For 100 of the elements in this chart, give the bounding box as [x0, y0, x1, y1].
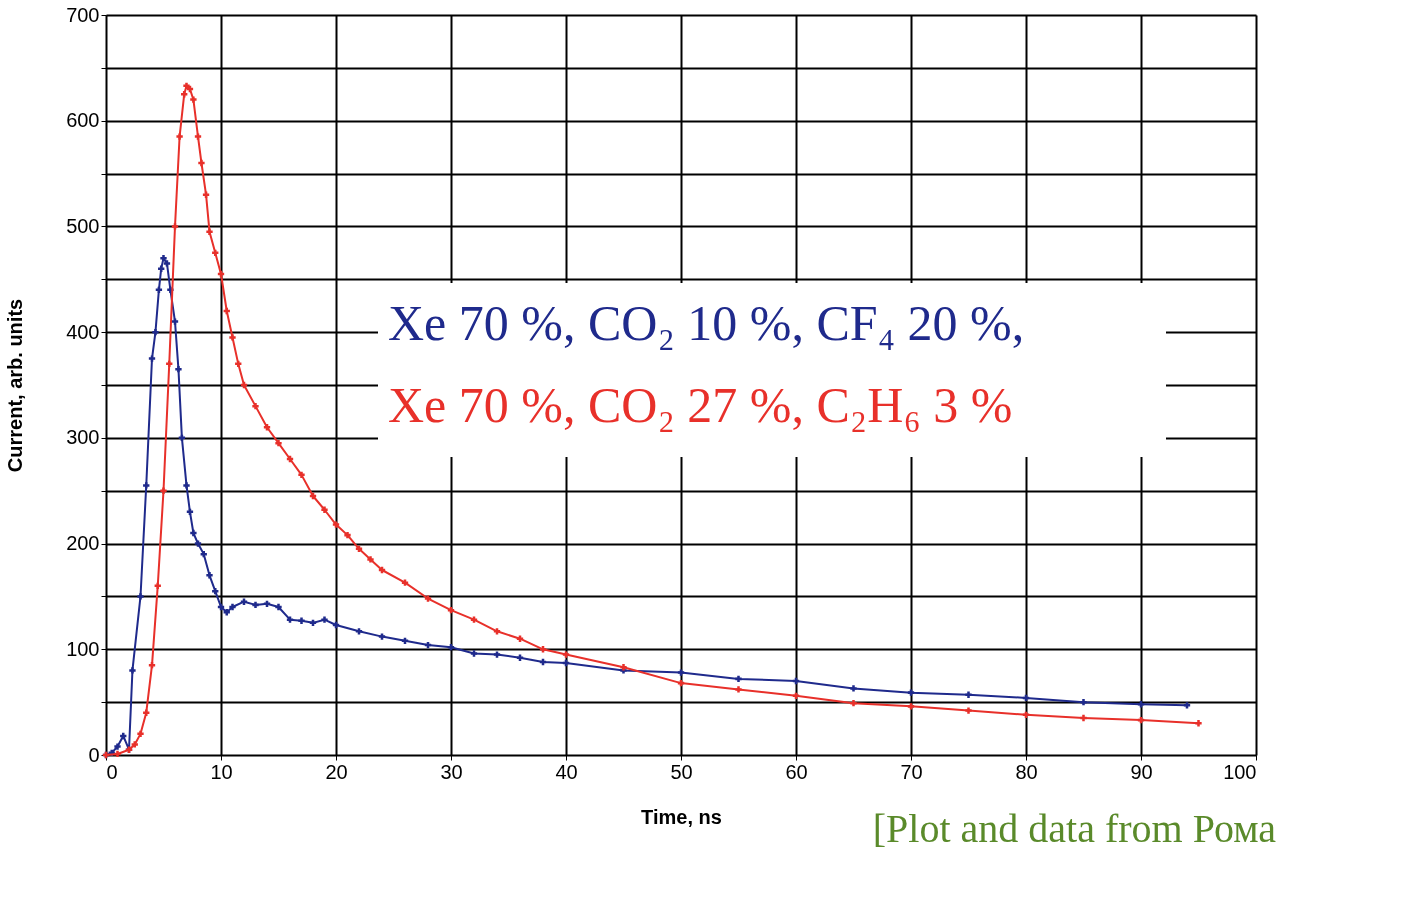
- point: [200, 550, 207, 558]
- point: [120, 732, 127, 740]
- point: [212, 249, 219, 257]
- point: [401, 579, 409, 586]
- point: [516, 635, 524, 642]
- point: [176, 133, 183, 140]
- y-tick-label: 200: [66, 532, 100, 555]
- point: [355, 628, 363, 635]
- point: [129, 667, 136, 674]
- point: [286, 616, 294, 623]
- x-tick-label: 30: [440, 760, 463, 783]
- point: [190, 529, 197, 537]
- point: [163, 260, 171, 267]
- point: [332, 521, 340, 528]
- x-tick-label: 60: [785, 760, 808, 783]
- y-tick-label: 600: [66, 109, 100, 132]
- point: [114, 743, 121, 750]
- point: [735, 686, 742, 693]
- point: [1080, 714, 1087, 722]
- point: [206, 228, 213, 235]
- point: [539, 646, 547, 653]
- y-axis-title: Current, arb. units: [4, 298, 27, 473]
- point: [202, 191, 210, 198]
- point: [275, 439, 282, 447]
- point: [1183, 702, 1191, 709]
- point: [344, 531, 351, 539]
- point: [321, 616, 328, 623]
- point: [229, 334, 236, 341]
- point: [516, 654, 524, 661]
- point: [229, 603, 236, 611]
- x-tick-label: 90: [1130, 760, 1153, 783]
- point: [143, 709, 150, 716]
- point: [263, 424, 271, 431]
- point: [158, 265, 165, 272]
- point: [378, 633, 386, 640]
- point: [965, 707, 972, 714]
- point: [1137, 701, 1145, 708]
- point: [1080, 698, 1087, 706]
- text: Xe 70 %, CO₂ 10 %, CF₄ 20 %,: [388, 295, 1025, 351]
- point: [252, 402, 259, 410]
- text: [Plot and data from Рома: [872, 806, 1277, 851]
- y-tick-label: 0: [88, 743, 100, 766]
- x-tick-label: 40: [555, 760, 578, 783]
- x-tick-label: 20: [325, 760, 348, 783]
- point: [735, 675, 742, 683]
- point: [321, 506, 328, 513]
- point: [166, 360, 173, 368]
- point: [131, 741, 138, 748]
- point: [965, 691, 972, 698]
- point: [183, 482, 190, 489]
- x-axis-title: Time, ns: [641, 805, 722, 828]
- point: [206, 572, 213, 579]
- series-label: Xe 70 %, CO₂ 27 %, C₂H₆ 3 %: [388, 377, 1013, 433]
- point: [137, 730, 144, 738]
- point: [160, 487, 167, 494]
- point: [171, 318, 179, 325]
- point: [223, 609, 230, 616]
- x-tick-label: 50: [670, 760, 693, 783]
- point: [171, 223, 179, 230]
- x-tick-label: 10: [210, 760, 233, 783]
- point: [470, 616, 478, 623]
- point: [223, 307, 230, 315]
- point: [240, 598, 248, 605]
- point: [424, 595, 432, 602]
- point: [493, 628, 501, 635]
- point: [298, 471, 305, 479]
- point: [850, 700, 857, 707]
- y-tick-label: 300: [66, 426, 100, 449]
- point: [148, 355, 156, 362]
- point: [275, 603, 282, 611]
- point: [367, 556, 374, 563]
- y-tick-label: 500: [66, 214, 100, 237]
- x-tick-label: 70: [900, 760, 923, 783]
- y-tick-label: 700: [66, 3, 100, 26]
- point: [198, 159, 205, 167]
- point: [194, 540, 202, 547]
- x-tick-label: 100: [1223, 760, 1257, 783]
- point: [114, 750, 121, 758]
- point: [212, 587, 219, 595]
- point: [235, 360, 242, 368]
- point: [175, 365, 182, 373]
- x-tick-label: 80: [1015, 760, 1038, 783]
- point: [298, 617, 305, 624]
- point: [470, 650, 478, 657]
- point: [677, 669, 685, 676]
- x-tick-label: 0: [106, 760, 118, 783]
- point: [154, 582, 161, 590]
- point: [562, 651, 570, 658]
- point: [493, 651, 501, 658]
- point: [194, 133, 202, 140]
- point: [137, 593, 144, 600]
- point: [907, 689, 915, 696]
- point: [143, 482, 150, 489]
- point: [252, 601, 259, 609]
- point: [160, 254, 167, 262]
- point: [152, 328, 159, 336]
- y-tick-label: 100: [66, 637, 100, 660]
- point: [850, 685, 857, 692]
- point: [181, 91, 188, 98]
- y-tick-label: 400: [66, 320, 100, 343]
